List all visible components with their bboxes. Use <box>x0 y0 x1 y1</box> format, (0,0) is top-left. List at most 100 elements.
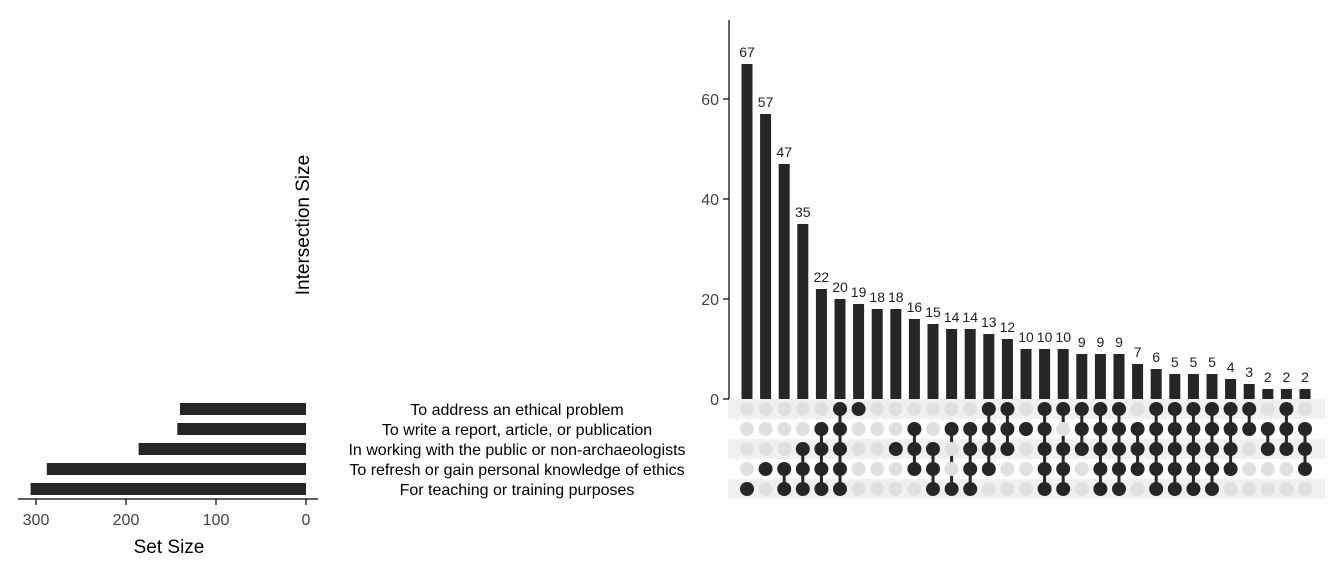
matrix-dot-inactive <box>944 402 959 416</box>
matrix-dot-inactive <box>888 482 903 496</box>
matrix-dot-active <box>1074 442 1089 456</box>
intersection-bar-label: 15 <box>925 304 941 320</box>
matrix-dot-active <box>1186 442 1201 456</box>
intersection-bar <box>1039 349 1051 399</box>
matrix-dot-active <box>1167 442 1182 456</box>
intersection-bar <box>964 329 976 399</box>
matrix-dot-inactive <box>851 462 866 476</box>
matrix-dot-active <box>1093 402 1108 416</box>
matrix-dot-active <box>1000 402 1015 416</box>
matrix-dot-inactive <box>926 402 940 416</box>
matrix-dot-inactive <box>888 462 903 476</box>
matrix-dot-inactive <box>1019 442 1033 456</box>
intersection-bar <box>983 334 995 399</box>
matrix-dot-active <box>1037 442 1052 456</box>
matrix-dot-inactive <box>777 402 792 416</box>
intersection-bar-label: 10 <box>1018 329 1034 345</box>
matrix-dot-active <box>1056 462 1071 476</box>
matrix-dot-inactive <box>944 442 959 456</box>
matrix-dot-active <box>981 442 996 456</box>
matrix-dot-inactive <box>1279 462 1294 476</box>
intersection-bar-label: 9 <box>1097 334 1105 350</box>
intersection-bar <box>1020 349 1032 399</box>
matrix-dot-active <box>1149 422 1164 436</box>
matrix-dot-inactive <box>740 442 754 456</box>
matrix-dot-inactive <box>740 462 754 476</box>
intersection-bar-label: 57 <box>758 94 774 110</box>
matrix-dot-active <box>926 462 940 476</box>
set-label: For teaching or training purposes <box>400 482 635 499</box>
intersection-bar <box>760 114 772 399</box>
matrix-dot-active <box>1112 422 1126 436</box>
matrix-dot-active <box>1298 442 1312 456</box>
intersection-bar-label: 14 <box>962 309 978 325</box>
matrix-dot-inactive <box>1260 462 1275 476</box>
matrix-dot-active <box>1093 482 1108 496</box>
matrix-dot-active <box>1149 462 1164 476</box>
matrix-dot-active <box>1112 442 1126 456</box>
matrix-dot-active <box>963 442 978 456</box>
matrix-dot-active <box>1242 402 1257 416</box>
matrix-dot-active <box>1037 462 1052 476</box>
intersection-bar <box>834 299 846 399</box>
matrix-dot-active <box>981 422 996 436</box>
matrix-dot-active <box>926 482 940 496</box>
matrix-dot-active <box>1205 462 1219 476</box>
set-size-bar <box>46 463 307 475</box>
matrix-dot-inactive <box>870 482 885 496</box>
intersection-bar <box>908 319 920 399</box>
intersection-bar <box>1076 354 1088 399</box>
set-size-tick-label: 100 <box>203 512 230 529</box>
matrix-dot-inactive <box>1223 482 1238 496</box>
matrix-dot-inactive <box>1019 402 1033 416</box>
matrix-dot-active <box>1205 402 1219 416</box>
matrix-dot-inactive <box>888 402 903 416</box>
matrix-dot-active <box>963 422 978 436</box>
matrix-dot-active <box>926 442 940 456</box>
matrix-dot-active <box>1186 482 1201 496</box>
matrix-dot-inactive <box>1242 482 1257 496</box>
matrix-dot-active <box>833 482 847 496</box>
matrix-dot-inactive <box>907 402 922 416</box>
matrix-dot-inactive <box>758 482 773 496</box>
matrix-dot-inactive <box>1019 482 1033 496</box>
matrix-dot-active <box>1205 442 1219 456</box>
intersection-bar <box>927 324 939 399</box>
matrix-dot-active <box>1167 462 1182 476</box>
intersection-bar <box>1262 389 1274 399</box>
set-size-tick-label: 0 <box>302 512 311 529</box>
matrix-dot-inactive <box>870 422 885 436</box>
matrix-dots <box>740 402 1312 496</box>
matrix-dot-active <box>777 462 792 476</box>
matrix-dot-inactive <box>1130 482 1145 496</box>
intersection-bar-label: 19 <box>851 284 867 300</box>
intersection-y-tick-label: 60 <box>701 92 719 109</box>
intersection-bars <box>741 64 1311 399</box>
matrix-dot-inactive <box>1019 462 1033 476</box>
matrix-dot-active <box>1279 422 1294 436</box>
set-label: In working with the public or non-archae… <box>348 442 685 459</box>
matrix-dot-inactive <box>1298 482 1312 496</box>
matrix-dot-active <box>1167 402 1182 416</box>
matrix-dot-active <box>1093 422 1108 436</box>
matrix-dot-inactive <box>888 422 903 436</box>
set-size-bars <box>30 403 307 495</box>
matrix-dot-inactive <box>740 422 754 436</box>
matrix-dot-inactive <box>1000 482 1015 496</box>
intersection-bar <box>1001 339 1013 399</box>
intersection-bar-label: 10 <box>1037 329 1053 345</box>
intersection-bar-label: 12 <box>1000 319 1016 335</box>
matrix-dot-inactive <box>777 422 792 436</box>
matrix-dot-active <box>1130 442 1145 456</box>
matrix-dot-active <box>833 402 847 416</box>
matrix-dot-inactive <box>851 442 866 456</box>
matrix-dot-active <box>1242 422 1257 436</box>
set-size-axis-title: Set Size <box>134 537 205 558</box>
matrix-dot-active <box>1130 462 1145 476</box>
matrix-dot-active <box>1056 402 1071 416</box>
matrix-dot-active <box>795 442 810 456</box>
matrix-dot-inactive <box>1242 442 1257 456</box>
intersection-y-tick-label: 20 <box>701 292 719 309</box>
matrix-dot-inactive <box>981 482 996 496</box>
matrix-dot-inactive <box>758 442 773 456</box>
